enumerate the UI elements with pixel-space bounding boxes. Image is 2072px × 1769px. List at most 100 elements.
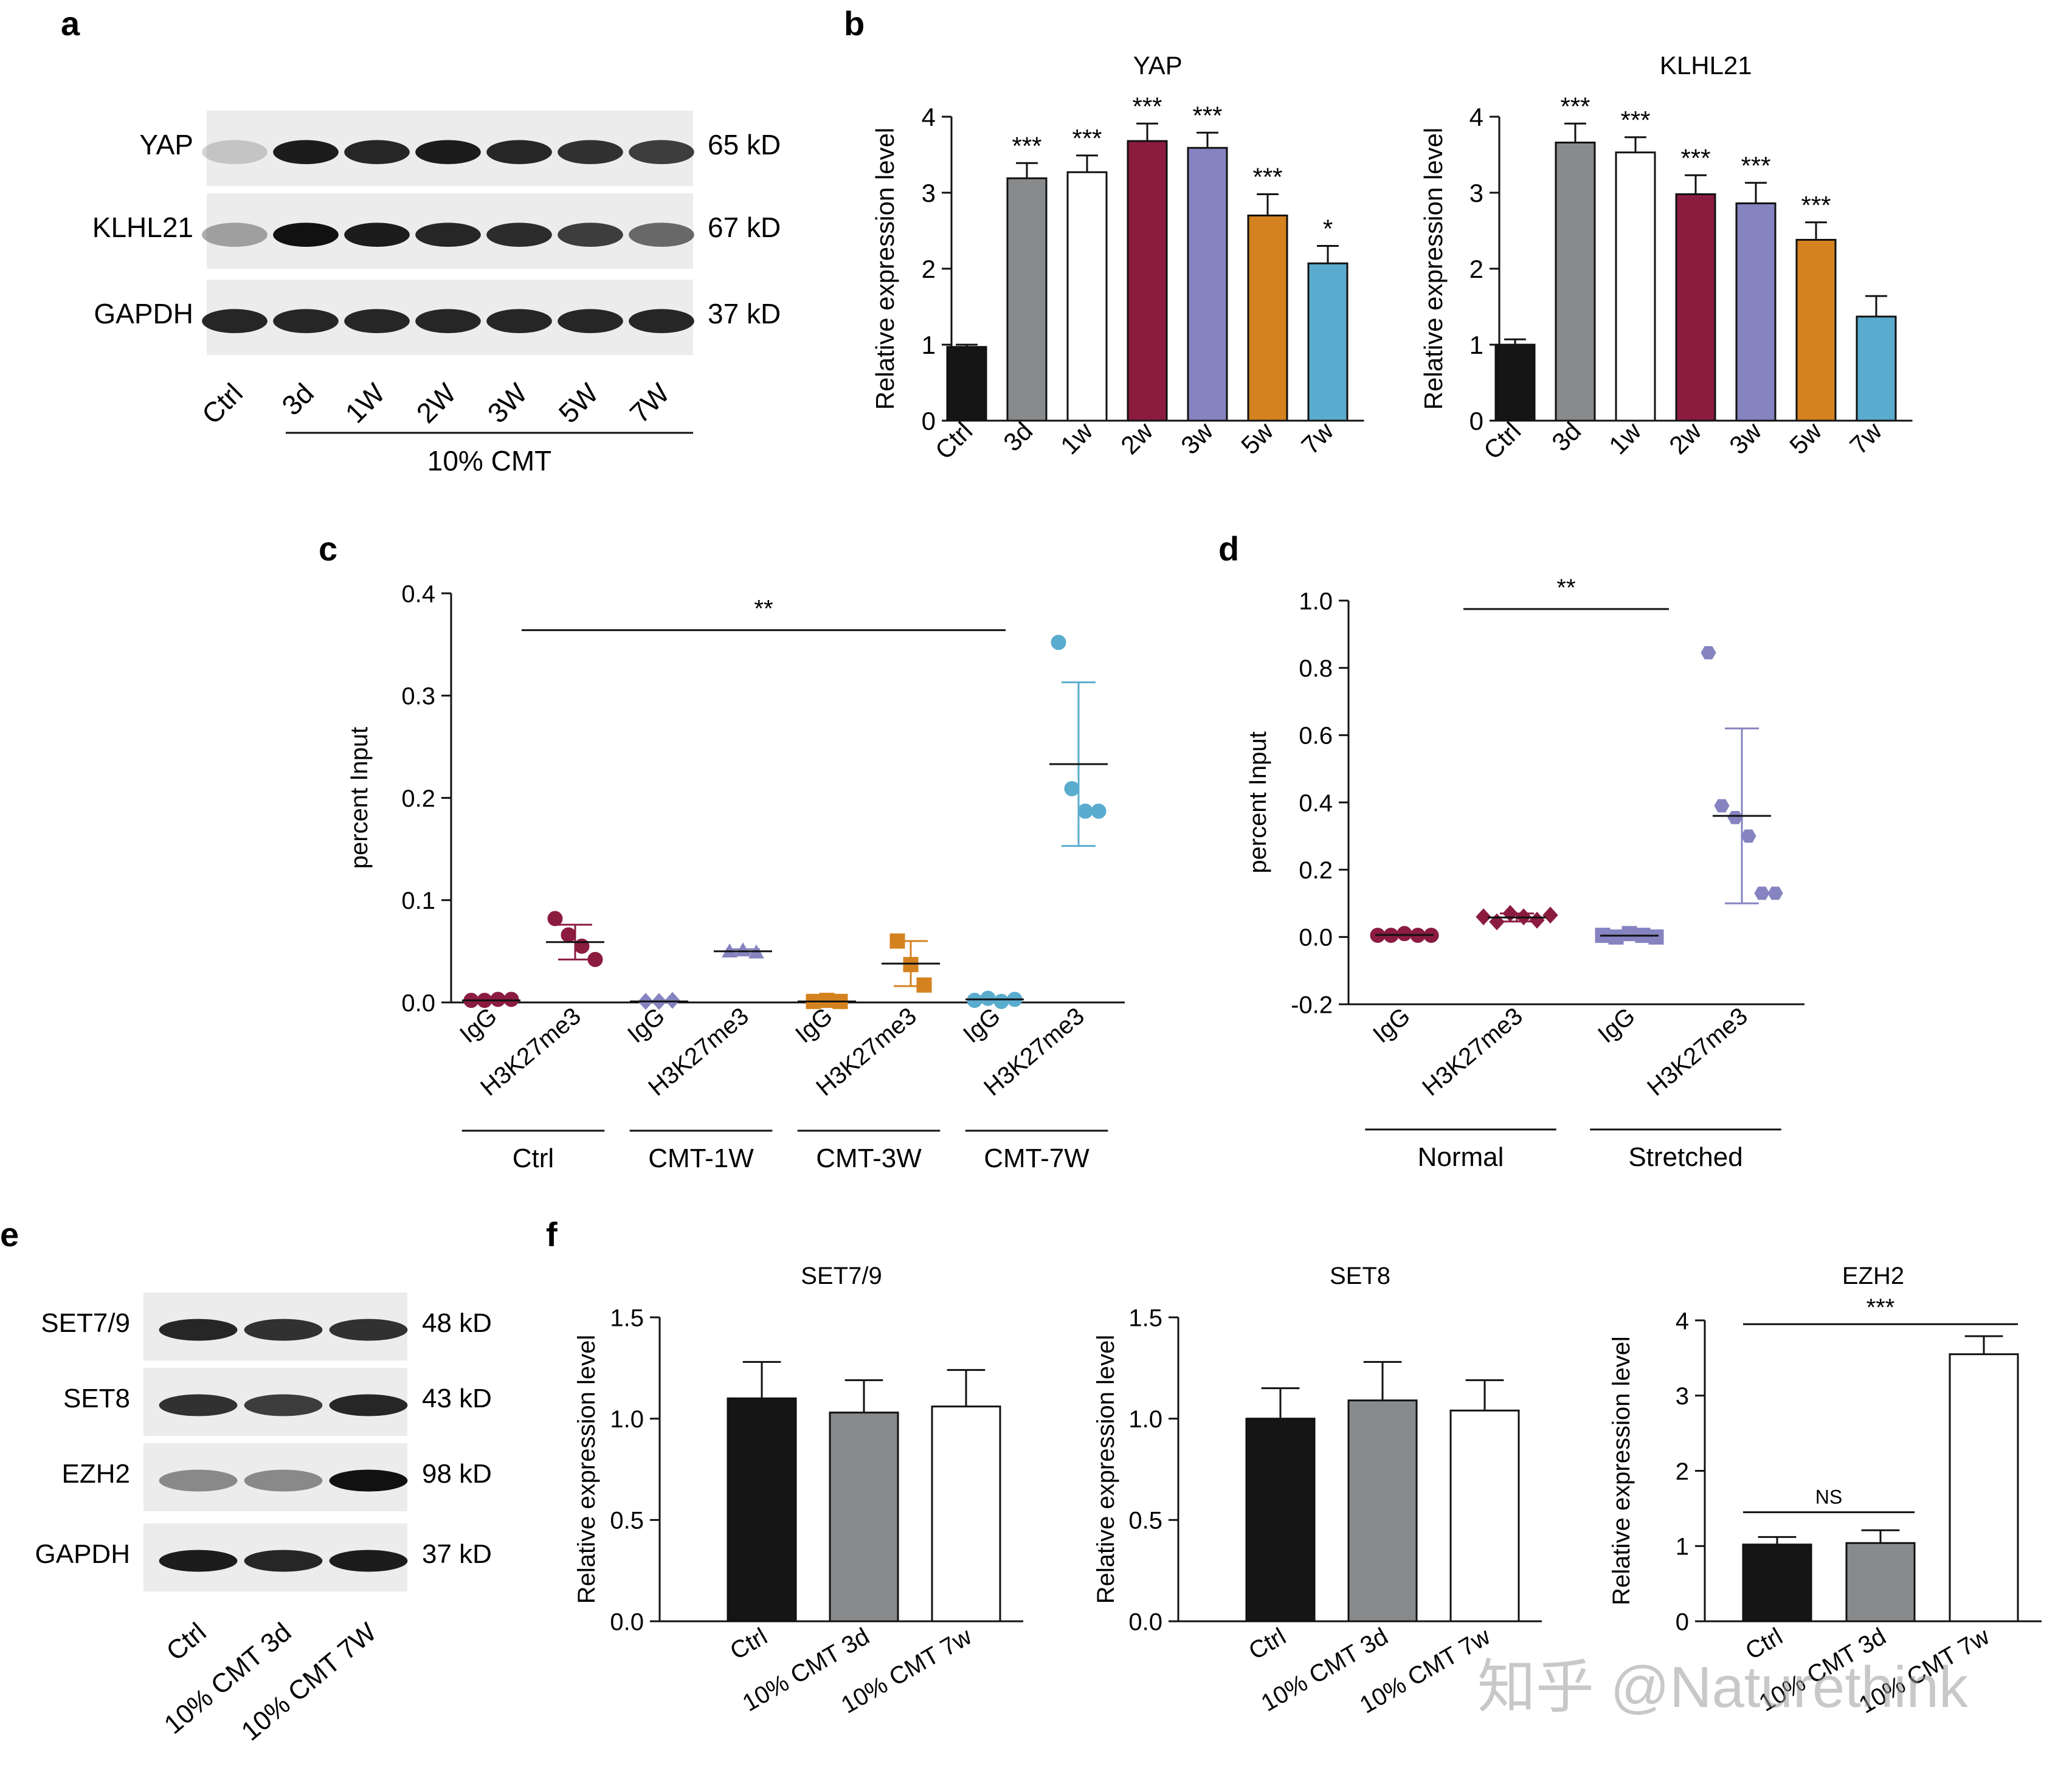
- y-tick-label: 2: [1676, 1458, 1689, 1485]
- protein-band: [329, 1319, 408, 1341]
- data-point: [1701, 646, 1716, 660]
- data-point: [967, 993, 982, 1009]
- bar: [1795, 239, 1837, 422]
- lane-label: 1W: [339, 377, 392, 429]
- x-tick-label: H3K27me3: [1642, 1002, 1753, 1101]
- protein-band: [244, 1394, 323, 1416]
- x-tick-label: 5w: [1235, 416, 1279, 460]
- chart-title: YAP: [1133, 51, 1183, 80]
- protein-band: [244, 1319, 323, 1341]
- y-tick-label: 4: [922, 103, 936, 131]
- band-label: SET7/9: [41, 1308, 130, 1338]
- band-size-label: 65 kD: [708, 129, 781, 160]
- chart-klhl21: KLHL21 0 1 2 3 4 Relative expression level *** *…: [1419, 51, 1913, 465]
- significance-label: *: [1323, 215, 1333, 243]
- group-label: Normal: [1418, 1142, 1504, 1172]
- group-label: 10% CMT: [427, 445, 551, 477]
- bar: [1449, 1409, 1520, 1622]
- protein-band: [273, 140, 339, 165]
- panel-letter-a: a: [61, 4, 80, 43]
- data-point: [503, 991, 519, 1007]
- bar: [1307, 262, 1349, 422]
- bar: [1006, 177, 1048, 422]
- protein-band: [202, 222, 268, 247]
- band-label: SET8: [63, 1384, 130, 1413]
- bar: [1187, 147, 1228, 422]
- data-point: [1767, 886, 1783, 900]
- x-tick-label: 3d: [998, 416, 1038, 457]
- y-axis-title: percent Input: [1245, 731, 1271, 874]
- x-tick-label: 2w: [1115, 416, 1159, 460]
- y-axis-title: Relative expression level: [1093, 1335, 1119, 1604]
- significance-label: ***: [1867, 1294, 1895, 1321]
- data-point: [561, 927, 576, 943]
- bar: [727, 1397, 797, 1622]
- panel-letter-f: f: [546, 1215, 558, 1253]
- group-label: Ctrl: [513, 1143, 554, 1173]
- protein-band: [329, 1394, 408, 1416]
- y-tick-label: -0.2: [1291, 991, 1333, 1018]
- lane-label: Ctrl: [196, 377, 249, 430]
- y-tick-label: 0.3: [401, 683, 435, 710]
- data-point: [1077, 803, 1093, 819]
- protein-band: [329, 1550, 408, 1572]
- significance-label: ***: [1192, 101, 1222, 129]
- x-tick-label: IgG: [1368, 1002, 1415, 1048]
- y-tick-label: 2: [922, 255, 936, 283]
- bar: [1856, 316, 1897, 422]
- significance-label: NS: [1815, 1486, 1842, 1508]
- data-point: [547, 911, 563, 926]
- y-tick-label: 1: [1469, 331, 1483, 359]
- protein-band: [273, 309, 339, 334]
- band-label: EZH2: [62, 1459, 130, 1489]
- lane-label: 2W: [410, 377, 463, 429]
- chart-title: EZH2: [1842, 1263, 1904, 1289]
- protein-band: [344, 140, 410, 165]
- data-point: [916, 977, 932, 993]
- y-tick-label: 1.5: [1128, 1305, 1162, 1331]
- y-tick-label: 1: [1676, 1534, 1689, 1560]
- protein-band: [629, 309, 694, 334]
- y-tick-label: 0.5: [1128, 1508, 1162, 1534]
- y-tick-label: 1: [922, 331, 936, 359]
- significance-label: **: [1556, 574, 1575, 601]
- protein-band: [415, 309, 481, 334]
- data-point: [903, 957, 919, 973]
- data-point: [1741, 829, 1756, 843]
- y-tick-label: 0.0: [1128, 1609, 1162, 1635]
- protein-band: [486, 140, 552, 165]
- data-point: [490, 991, 506, 1007]
- y-tick-label: 0.6: [1299, 723, 1333, 750]
- x-tick-label: H3K27me3: [1417, 1002, 1528, 1101]
- bar: [1949, 1353, 2019, 1622]
- western-blot-e: SET7/9 48 kD SET8 43 kD EZH2 98 kD GAPDH 37 kD C…: [35, 1292, 492, 1747]
- significance-label: ***: [1132, 92, 1162, 120]
- group-label: Stretched: [1628, 1142, 1742, 1172]
- band-size-label: 98 kD: [422, 1459, 492, 1489]
- protein-band: [202, 309, 268, 334]
- bar: [1735, 202, 1777, 422]
- protein-band: [486, 222, 552, 247]
- x-tick-label: 7w: [1844, 416, 1888, 460]
- y-tick-label: 3: [1676, 1383, 1689, 1410]
- protein-band: [415, 222, 481, 247]
- band-label: YAP: [139, 129, 193, 160]
- band-label: KLHL21: [92, 212, 193, 243]
- lane-label: 3d: [275, 377, 320, 421]
- data-point: [1064, 781, 1080, 796]
- data-point: [1529, 911, 1545, 929]
- data-point: [1502, 905, 1518, 922]
- x-tick-label: Ctrl: [1478, 416, 1526, 464]
- bar: [1247, 215, 1288, 422]
- protein-band: [202, 140, 268, 165]
- chart-title: SET7/9: [801, 1263, 882, 1289]
- y-tick-label: 0.0: [401, 990, 435, 1016]
- y-tick-label: 3: [922, 179, 936, 207]
- y-tick-label: 2: [1469, 255, 1483, 283]
- lane-label: 5W: [553, 377, 605, 429]
- data-point: [735, 942, 751, 957]
- bar: [931, 1405, 1001, 1622]
- watermark: 知乎 @Naturethink: [1477, 1655, 1969, 1720]
